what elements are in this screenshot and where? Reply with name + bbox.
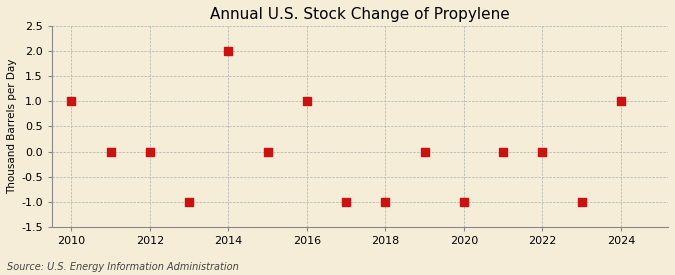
Point <box>223 49 234 53</box>
Point <box>341 200 352 204</box>
Point <box>144 149 155 154</box>
Point <box>380 200 391 204</box>
Point <box>302 99 313 103</box>
Point <box>263 149 273 154</box>
Y-axis label: Thousand Barrels per Day: Thousand Barrels per Day <box>7 59 17 194</box>
Point <box>616 99 626 103</box>
Point <box>184 200 194 204</box>
Point <box>576 200 587 204</box>
Point <box>419 149 430 154</box>
Point <box>497 149 508 154</box>
Point <box>458 200 469 204</box>
Title: Annual U.S. Stock Change of Propylene: Annual U.S. Stock Change of Propylene <box>210 7 510 22</box>
Point <box>537 149 548 154</box>
Point <box>105 149 116 154</box>
Text: Source: U.S. Energy Information Administration: Source: U.S. Energy Information Administ… <box>7 262 238 272</box>
Point <box>66 99 77 103</box>
